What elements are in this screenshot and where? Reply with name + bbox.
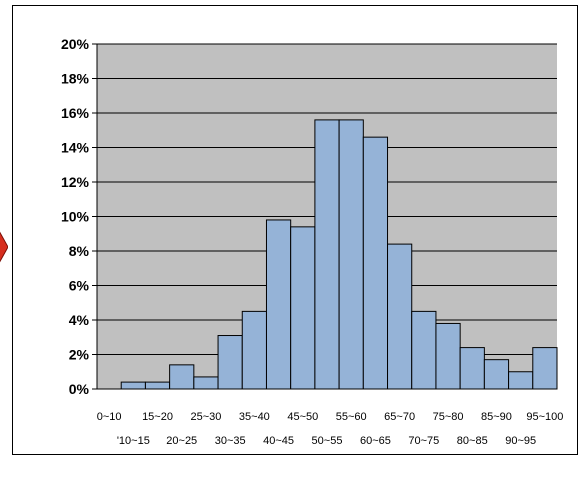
y-tick-label: 14% <box>61 140 90 156</box>
y-tick-label: 2% <box>69 347 90 363</box>
bar <box>241 310 267 390</box>
x-tick-label: 30~35 <box>215 435 246 447</box>
y-tick-label: 4% <box>69 312 90 328</box>
bar <box>217 335 243 390</box>
bar <box>483 359 510 390</box>
x-tick-label: 25~30 <box>190 411 221 423</box>
x-tick-label: 90~95 <box>505 435 536 447</box>
y-tick-label: 20% <box>61 36 90 52</box>
bar <box>338 119 364 390</box>
x-tick-label: 15~20 <box>142 411 173 423</box>
x-tick-label: 55~60 <box>336 411 367 423</box>
y-tick-label: 6% <box>69 278 90 294</box>
bar <box>314 119 340 390</box>
bar <box>387 243 413 390</box>
y-tick-label: 16% <box>61 105 90 121</box>
bar <box>459 347 485 390</box>
x-tick-label: 60~65 <box>360 435 391 447</box>
x-tick-label: 20~25 <box>166 435 197 447</box>
bar <box>265 219 292 390</box>
x-tick-label: 45~50 <box>287 411 318 423</box>
y-tick-label: 0% <box>69 381 90 397</box>
chart-frame: 0% 2% 4% 6% 8% 10% 12% 14% 16% 18% 20% 0~10 '10~15 15… <box>12 5 578 455</box>
x-tick-label: 35~40 <box>239 411 270 423</box>
bar <box>411 310 437 390</box>
bar <box>508 371 534 390</box>
bar <box>120 381 146 390</box>
y-tick-label: 10% <box>61 209 90 225</box>
bar <box>362 136 389 390</box>
bar <box>290 226 316 390</box>
x-tick-label: 95~100 <box>526 411 563 423</box>
x-tick-label: 50~55 <box>312 435 343 447</box>
bar <box>532 347 558 390</box>
x-tick-label: 80~85 <box>457 435 488 447</box>
y-tick-label: 18% <box>61 71 90 87</box>
bar <box>435 322 461 390</box>
bar <box>144 381 171 390</box>
bar <box>169 364 195 390</box>
x-tick-label: 65~70 <box>384 411 415 423</box>
y-tick-label: 12% <box>61 174 90 190</box>
x-tick-label: 85~90 <box>481 411 512 423</box>
x-tick-label: '10~15 <box>117 435 150 447</box>
x-tick-label: 40~45 <box>263 435 294 447</box>
edge-marker-shape <box>0 231 8 263</box>
x-tick-label: 70~75 <box>408 435 439 447</box>
bar <box>193 376 219 390</box>
y-tick-label: 8% <box>69 243 90 259</box>
x-tick-label: 0~10 <box>97 411 122 423</box>
histogram-chart: 0% 2% 4% 6% 8% 10% 12% 14% 16% 18% 20% 0~10 '10~15 15… <box>61 36 563 447</box>
x-tick-label: 75~80 <box>433 411 464 423</box>
